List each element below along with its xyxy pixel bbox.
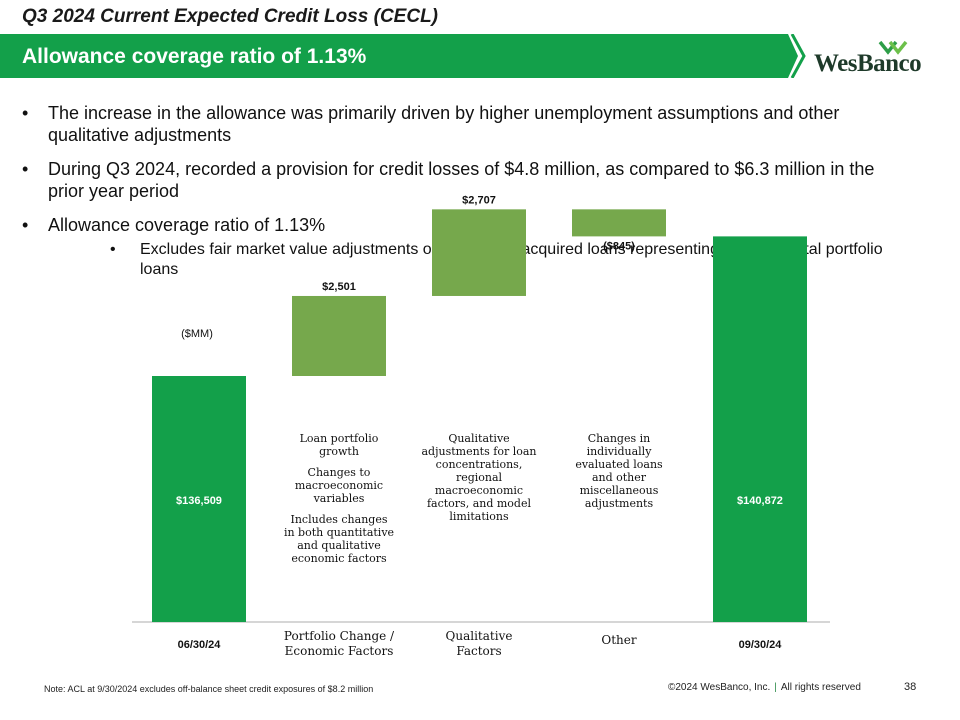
- bullet-dot: •: [22, 159, 29, 179]
- bar-annotation-text: in both quantitative: [284, 526, 394, 539]
- delta-bar: [292, 295, 386, 376]
- bar-annotation-text: miscellaneous: [580, 484, 659, 497]
- x-tick-label: Portfolio Change /: [284, 629, 395, 643]
- bar-annotation-text: regional: [456, 471, 503, 484]
- bar-annotation-text: economic factors: [291, 552, 387, 565]
- banner-title: Allowance coverage ratio of 1.13%: [22, 45, 367, 68]
- bar-annotation-text: factors, and model: [427, 497, 532, 510]
- copyright-text: ©2024 WesBanco, Inc.: [668, 682, 771, 693]
- bar-value-label: $136,509: [176, 495, 222, 507]
- footer-separator: |: [774, 682, 777, 693]
- total-bar: [713, 236, 807, 622]
- bullet-item: • The increase in the allowance was prim…: [22, 102, 902, 146]
- bar-value-label: $140,872: [737, 495, 783, 507]
- logo-chevron-icon: [878, 40, 908, 55]
- rights-text: All rights reserved: [780, 682, 861, 693]
- bar-annotation-text: evaluated loans: [575, 458, 663, 471]
- footer-note: Note: ACL at 9/30/2024 excludes off-bala…: [44, 684, 374, 694]
- unit-label: ($MM): [181, 328, 213, 340]
- bar-annotation-text: concentrations,: [436, 458, 523, 471]
- bar-annotation-text: growth: [319, 445, 359, 458]
- bullet-text: During Q3 2024, recorded a provision for…: [48, 159, 875, 201]
- bullet-text: The increase in the allowance was primar…: [48, 103, 840, 145]
- bar-annotation-text: adjustments: [585, 497, 654, 510]
- bar-annotation-text: Changes to: [308, 466, 371, 479]
- sub-bullet-text: Excludes fair market value adjustments o…: [140, 241, 883, 278]
- x-tick-label: Factors: [456, 644, 501, 658]
- title-banner: Allowance coverage ratio of 1.13%: [0, 34, 808, 78]
- bar-annotation-text: limitations: [449, 510, 509, 523]
- bullet-list: • The increase in the allowance was prim…: [22, 102, 902, 292]
- bullet-item: • Allowance coverage ratio of 1.13% • Ex…: [22, 214, 902, 280]
- bar-annotation-text: macroeconomic: [435, 484, 523, 497]
- x-tick-label: Qualitative: [446, 629, 513, 643]
- bullet-item: • During Q3 2024, recorded a provision f…: [22, 158, 902, 202]
- footer-copyright: ©2024 WesBanco, Inc. | All rights reserved: [668, 682, 861, 693]
- bullet-text: Allowance coverage ratio of 1.13%: [48, 215, 326, 235]
- bullet-dot: •: [22, 103, 29, 123]
- bar-annotation-text: Includes changes: [291, 513, 388, 526]
- sub-bullet-dot: •: [110, 241, 116, 258]
- bar-annotation-text: macroeconomic: [295, 479, 383, 492]
- bullet-dot: •: [22, 215, 29, 235]
- x-tick-label: 06/30/24: [178, 639, 222, 651]
- x-tick-label: Economic Factors: [285, 644, 394, 658]
- bar-annotation-text: and qualitative: [297, 539, 381, 552]
- wesbanco-logo: WesBanco: [814, 38, 932, 78]
- total-bar: [152, 376, 246, 622]
- bar-annotation-text: adjustments for loan: [422, 445, 537, 458]
- sub-bullet-item: • Excludes fair market value adjustments…: [48, 240, 902, 280]
- x-tick-label: Other: [601, 633, 636, 647]
- bar-annotation-text: Loan portfolio: [300, 432, 379, 445]
- x-tick-label: 09/30/24: [739, 639, 783, 651]
- page-title: Q3 2024 Current Expected Credit Loss (CE…: [22, 6, 438, 27]
- bar-annotation-text: Changes in: [588, 432, 650, 445]
- page-number: 38: [904, 681, 917, 693]
- banner-shape: [0, 34, 806, 78]
- logo-wordmark: WesBanco: [814, 50, 922, 77]
- bar-annotation-text: Qualitative: [448, 432, 509, 445]
- bar-annotation-text: individually: [587, 445, 653, 458]
- bar-annotation-text: variables: [313, 492, 365, 505]
- bar-annotation-text: and other: [592, 471, 647, 484]
